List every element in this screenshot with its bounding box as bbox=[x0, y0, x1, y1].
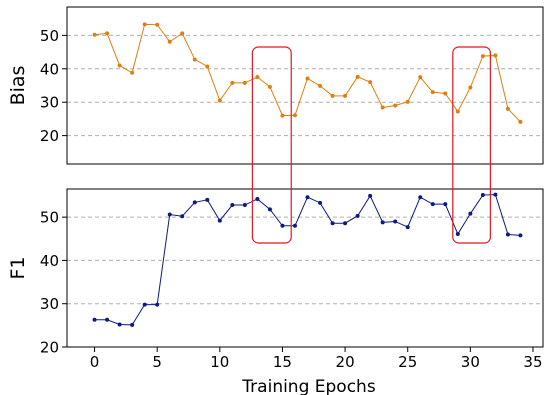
data-point bbox=[230, 80, 235, 85]
data-point bbox=[205, 197, 210, 202]
data-point bbox=[468, 85, 473, 90]
x-tick-label: 35 bbox=[523, 353, 542, 371]
data-point bbox=[505, 106, 510, 111]
x-axis-title: Training Epochs bbox=[241, 377, 376, 395]
y-tick-label: 30 bbox=[40, 295, 59, 313]
y-tick-label: 30 bbox=[40, 94, 59, 112]
x-tick-label: 25 bbox=[398, 353, 417, 371]
data-point bbox=[368, 80, 373, 85]
data-point bbox=[155, 22, 160, 27]
highlight-box-1 bbox=[251, 46, 292, 244]
data-point bbox=[455, 232, 460, 237]
y-tick-label: 20 bbox=[40, 339, 59, 357]
data-point bbox=[292, 223, 297, 228]
data-point bbox=[430, 90, 435, 95]
data-point bbox=[330, 221, 335, 226]
data-point bbox=[130, 322, 135, 327]
data-point bbox=[480, 193, 485, 198]
data-point bbox=[405, 225, 410, 230]
data-point bbox=[480, 54, 485, 59]
y-axis-title: F1 bbox=[7, 256, 29, 279]
data-point bbox=[493, 192, 498, 197]
data-point bbox=[230, 203, 235, 208]
data-point bbox=[518, 233, 523, 238]
data-point bbox=[455, 109, 460, 114]
data-point bbox=[117, 322, 122, 327]
x-tick-label: 0 bbox=[90, 353, 100, 371]
data-point bbox=[130, 70, 135, 75]
data-point bbox=[368, 193, 373, 198]
y-tick-label: 50 bbox=[40, 209, 59, 227]
data-point bbox=[155, 302, 160, 307]
data-point bbox=[468, 211, 473, 216]
data-point bbox=[255, 196, 260, 201]
data-point bbox=[255, 75, 260, 80]
data-point bbox=[380, 105, 385, 110]
data-point bbox=[267, 84, 272, 89]
data-point bbox=[242, 80, 247, 85]
data-point bbox=[205, 64, 210, 69]
data-point bbox=[105, 317, 110, 322]
data-point bbox=[380, 220, 385, 225]
x-tick-label: 30 bbox=[461, 353, 480, 371]
data-point bbox=[267, 207, 272, 212]
data-point bbox=[418, 195, 423, 200]
data-point bbox=[180, 31, 185, 36]
data-point bbox=[393, 219, 398, 224]
data-point bbox=[330, 93, 335, 98]
data-point bbox=[92, 317, 97, 322]
x-tick-label: 5 bbox=[152, 353, 162, 371]
data-point bbox=[305, 76, 310, 81]
data-point bbox=[280, 223, 285, 228]
series-line bbox=[94, 23, 521, 123]
data-point bbox=[92, 32, 97, 37]
data-point bbox=[305, 195, 310, 200]
data-point bbox=[343, 221, 348, 226]
highlight-box-2 bbox=[452, 46, 491, 244]
data-point bbox=[292, 113, 297, 118]
x-tick-label: 10 bbox=[210, 353, 229, 371]
data-point bbox=[192, 200, 197, 205]
plot-frame bbox=[66, 188, 544, 348]
data-point bbox=[192, 57, 197, 62]
data-point bbox=[518, 119, 523, 124]
y-tick-label: 20 bbox=[40, 127, 59, 145]
y-tick-label: 50 bbox=[40, 27, 59, 45]
data-point bbox=[280, 113, 285, 118]
data-point bbox=[180, 214, 185, 219]
y-axis-title: Bias bbox=[7, 66, 29, 106]
data-point bbox=[443, 91, 448, 96]
data-point bbox=[493, 53, 498, 58]
plot-frame bbox=[66, 6, 544, 165]
data-point bbox=[105, 31, 110, 36]
data-point bbox=[343, 93, 348, 98]
data-point bbox=[355, 74, 360, 79]
panel-bias: 20 30 40 50 Bias bbox=[7, 6, 544, 165]
data-point bbox=[142, 22, 147, 27]
data-point bbox=[393, 103, 398, 108]
data-point bbox=[355, 213, 360, 218]
x-tick-label: 20 bbox=[336, 353, 355, 371]
data-point bbox=[443, 202, 448, 207]
data-point bbox=[167, 212, 172, 217]
data-point bbox=[405, 99, 410, 104]
y-tick-label: 40 bbox=[40, 60, 59, 78]
y-tick-label: 40 bbox=[40, 252, 59, 270]
data-point bbox=[217, 98, 222, 103]
x-tick-label: 15 bbox=[273, 353, 292, 371]
data-point bbox=[142, 302, 147, 307]
panel-f1: 20 30 40 50 F1 0 5 10 15 20 25 30 35 Training Epochs bbox=[7, 188, 544, 395]
data-point bbox=[505, 232, 510, 237]
data-point bbox=[418, 75, 423, 80]
data-point bbox=[318, 200, 323, 205]
data-point bbox=[217, 218, 222, 223]
data-point bbox=[117, 63, 122, 68]
data-point bbox=[242, 203, 247, 208]
data-point bbox=[167, 39, 172, 44]
data-point bbox=[430, 202, 435, 207]
data-point bbox=[318, 83, 323, 88]
